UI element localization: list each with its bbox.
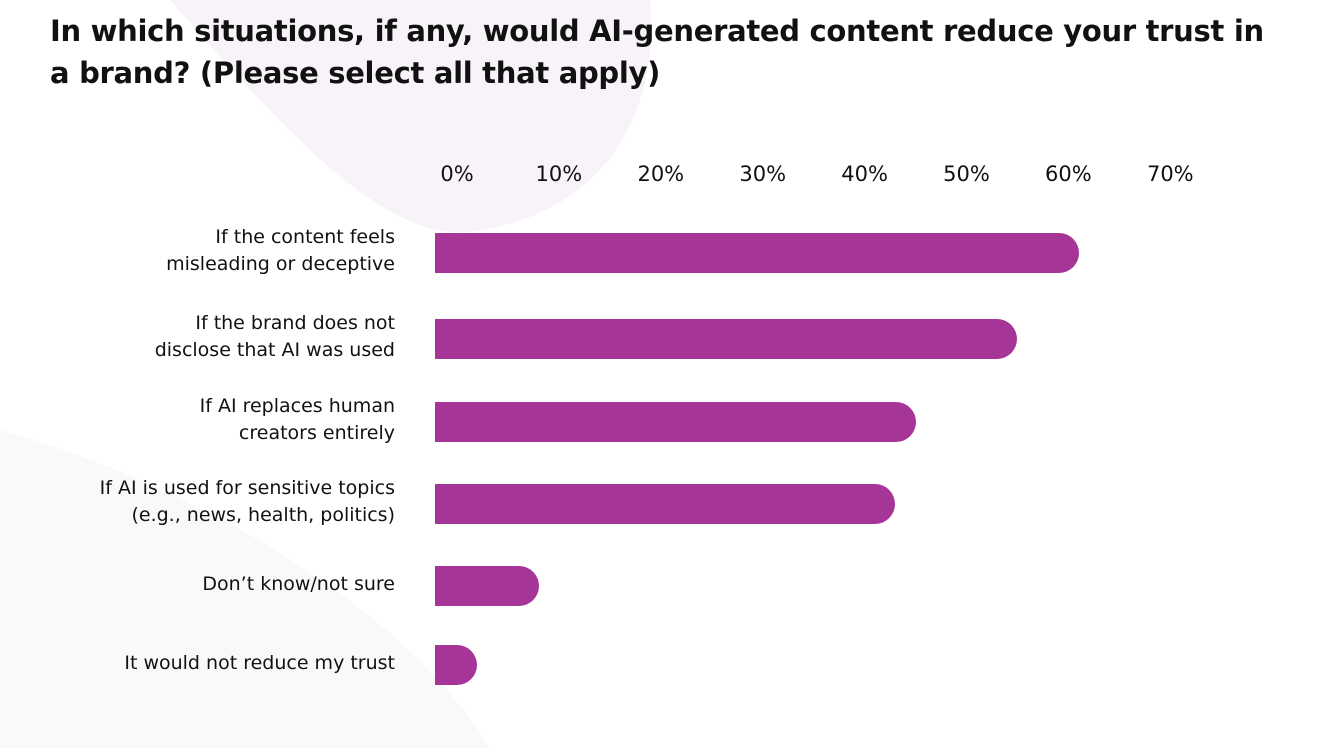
background-shape-top (170, 0, 652, 233)
x-tick-label: 40% (841, 162, 888, 186)
x-tick-label: 30% (739, 162, 787, 186)
category-label: If the brand does not disclose that AI wa… (154, 312, 395, 361)
category-label: It would not reduce my trust (124, 651, 395, 674)
x-tick-label: 70% (1146, 162, 1194, 186)
bar (435, 402, 916, 442)
x-tick-label: 60% (1045, 162, 1092, 186)
category-label: If AI replaces human creators entirely (199, 395, 395, 444)
x-tick-label: 50% (943, 162, 990, 186)
bar (435, 645, 478, 685)
x-tick-label: 10% (535, 162, 583, 186)
category-label: If the content feels misleading or decept… (166, 226, 395, 275)
x-tick-label: 20% (637, 162, 685, 186)
bar (435, 484, 896, 524)
bar (435, 566, 539, 606)
bar (435, 233, 1079, 273)
x-tick-label: 0% (440, 162, 474, 186)
bar (435, 319, 1018, 359)
category-label: Don’t know/not sure (202, 572, 395, 595)
chart-title: In which situations, if any, would AI-ge… (50, 14, 1264, 90)
category-label: If AI is used for sensitive topics (e.g.,… (99, 477, 395, 526)
background-shape-bottom (0, 430, 490, 748)
